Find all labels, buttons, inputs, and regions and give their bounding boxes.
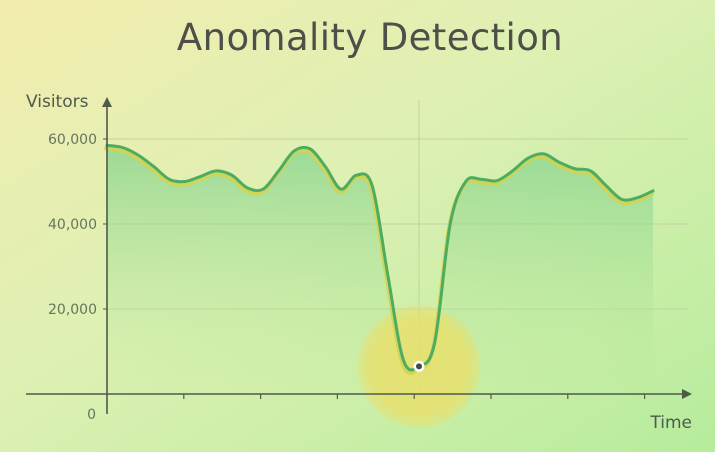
y-axis-label: Visitors	[26, 92, 89, 112]
series-area	[107, 145, 653, 394]
chart-title: Anomality Detection	[177, 16, 563, 59]
series-line	[105, 143, 655, 372]
x-axis-label: Time	[649, 413, 692, 433]
series-line-layer	[104, 143, 655, 375]
anomaly-point	[416, 363, 422, 370]
y-tick-label-60000: 60,000	[48, 132, 97, 148]
x-axis-arrow	[682, 389, 692, 399]
axis-labels: 0 20,000 40,000 60,000 Visitors Time	[26, 92, 692, 433]
y-tick-label-40000: 40,000	[48, 217, 97, 233]
axes	[26, 97, 692, 414]
y-tick-label-0: 0	[87, 407, 96, 423]
y-tick-label-20000: 20,000	[48, 302, 97, 318]
y-axis-arrow	[102, 97, 112, 107]
area-fill-layer	[107, 145, 653, 394]
anomaly-point-layer	[413, 360, 425, 372]
